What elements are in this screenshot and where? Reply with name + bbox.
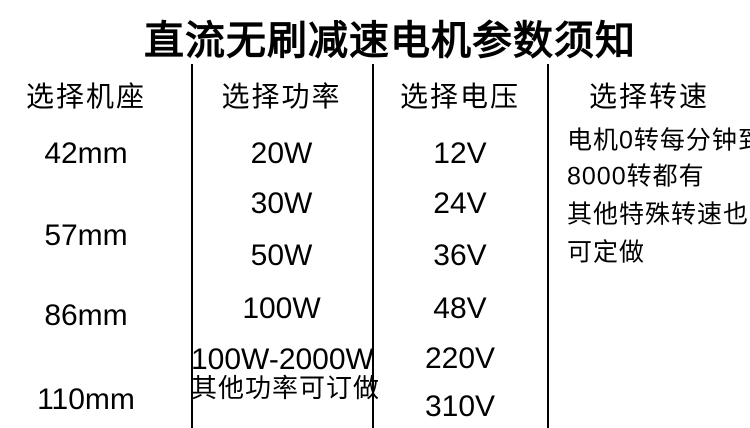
frame-size-option: 110mm <box>37 382 135 416</box>
column-divider-1 <box>191 64 193 428</box>
voltage-option: 310V <box>424 389 496 423</box>
frame-size-option: 57mm <box>44 218 128 252</box>
column-header-frame-size: 选择机座 <box>25 80 146 112</box>
speed-note-line: 8000转都有 <box>567 162 705 191</box>
power-option: 100W-2000W <box>191 342 374 376</box>
frame-size-option: 86mm <box>44 298 128 332</box>
column-voltage: 选择电压 12V 24V 36V 48V 220V 310V <box>373 0 547 428</box>
power-option: 20W <box>250 136 313 170</box>
speed-note-line: 电机0转每分钟到 <box>567 126 750 155</box>
column-frame-size: 选择机座 42mm 57mm 86mm 110mm <box>0 0 172 428</box>
column-power: 选择功率 20W 30W 50W 100W 100W-2000W 其他功率可订做 <box>191 0 381 428</box>
voltage-option: 220V <box>424 341 496 375</box>
column-header-voltage: 选择电压 <box>399 80 520 112</box>
column-header-power: 选择功率 <box>221 80 342 112</box>
voltage-option: 48V <box>433 291 487 325</box>
frame-size-option: 42mm <box>44 136 128 170</box>
voltage-option: 36V <box>433 238 487 272</box>
voltage-option: 12V <box>433 136 487 170</box>
column-divider-2 <box>372 64 374 428</box>
column-divider-3 <box>547 64 549 428</box>
speed-note-line: 可定做 <box>567 238 646 267</box>
column-header-speed: 选择转速 <box>588 80 709 112</box>
speed-note-line: 其他特殊转速也 <box>567 200 750 229</box>
voltage-option: 24V <box>433 186 487 220</box>
power-option: 50W <box>250 238 313 272</box>
column-speed: 选择转速 电机0转每分钟到 8000转都有 其他特殊转速也 可定做 <box>548 0 750 428</box>
power-custom-note: 其他功率可订做 <box>191 373 381 404</box>
page-title: 直流无刷减速电机参数须知 <box>144 19 636 63</box>
power-option: 30W <box>250 186 313 220</box>
power-option: 100W <box>242 291 321 325</box>
